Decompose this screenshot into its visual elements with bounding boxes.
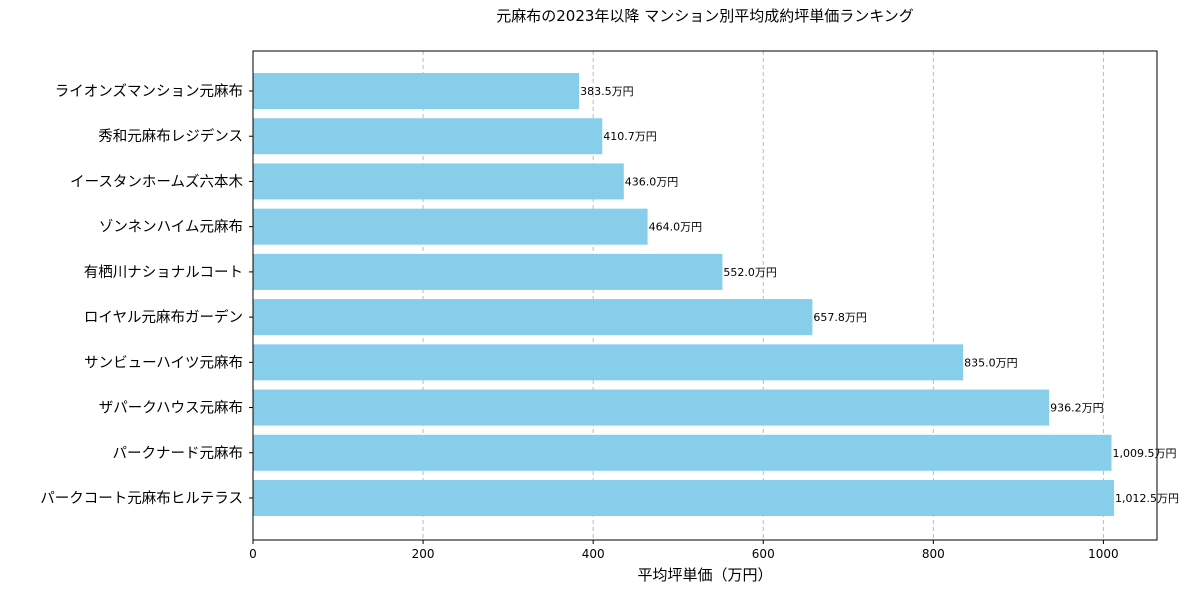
plot-frame <box>252 50 1158 541</box>
data-label: 383.5万円 <box>580 85 634 98</box>
data-label: 464.0万円 <box>649 221 703 234</box>
bar <box>253 299 813 336</box>
bar <box>253 73 580 109</box>
data-label: 436.0万円 <box>625 175 679 188</box>
bar <box>253 163 624 200</box>
x-tick-label: 1000 <box>1088 547 1119 561</box>
y-tick-label: ロイヤル元麻布ガーデン <box>84 308 243 326</box>
y-tick-label: ライオンズマンション元麻布 <box>55 83 243 100</box>
bar <box>253 344 964 381</box>
x-tick-label: 400 <box>582 547 605 561</box>
data-label: 835.0万円 <box>964 356 1018 369</box>
bar <box>253 208 648 245</box>
bar <box>253 389 1050 426</box>
y-tick-label: サンビューハイツ元麻布 <box>84 354 243 371</box>
y-tick-label: ゾンネンハイム元麻布 <box>99 219 243 236</box>
y-tick-label: ザパークハウス元麻布 <box>99 400 243 417</box>
bar <box>253 480 1115 516</box>
data-label: 1,012.5万円 <box>1115 492 1179 505</box>
bar <box>253 253 723 290</box>
y-tick-label: イースタンホームズ六本木 <box>70 173 243 190</box>
x-tick-label: 600 <box>752 547 775 561</box>
x-axis-label: 平均坪単価（万円） <box>637 566 772 584</box>
x-tick-label: 0 <box>249 547 257 561</box>
y-tick-label: パークコート元麻布ヒルテラス <box>40 490 243 507</box>
data-label: 936.2万円 <box>1050 402 1104 415</box>
y-tick-label: 秀和元麻布レジデンス <box>98 127 243 145</box>
data-label: 410.7万円 <box>603 130 657 143</box>
chart-title: 元麻布の2023年以降 マンション別平均成約坪単価ランキング <box>496 7 914 25</box>
y-tick-label: パークナード元麻布 <box>113 445 244 462</box>
data-label: 1,009.5万円 <box>1113 447 1177 460</box>
data-label: 657.8万円 <box>813 311 867 324</box>
data-label: 552.0万円 <box>723 266 777 279</box>
bar <box>253 118 603 155</box>
y-tick-label: 有栖川ナショナルコート <box>84 264 243 281</box>
x-tick-label: 200 <box>412 547 435 561</box>
bar <box>253 434 1112 471</box>
x-tick-label: 800 <box>922 547 945 561</box>
